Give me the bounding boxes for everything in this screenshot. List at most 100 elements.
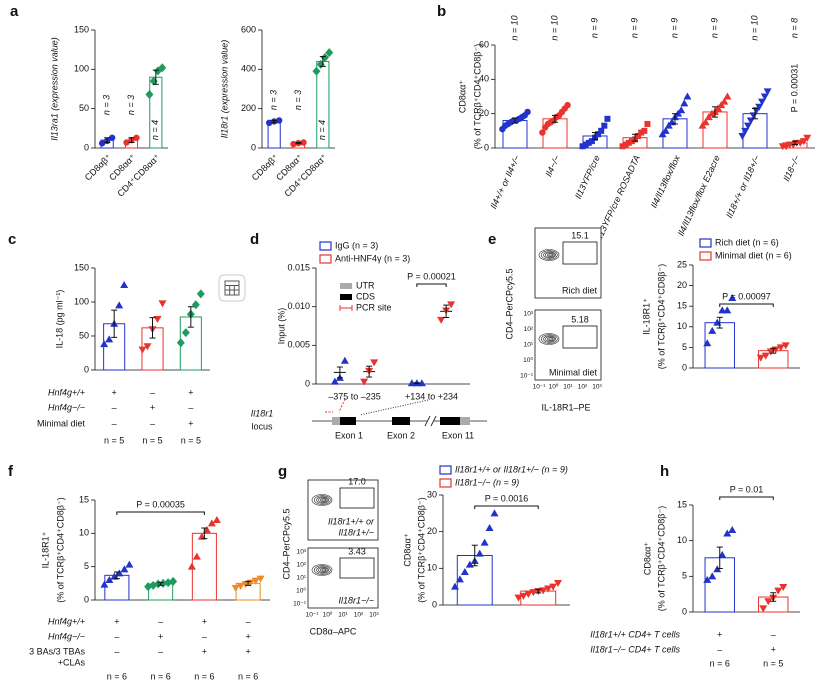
row-value: + <box>202 616 207 626</box>
flow-x-tick: 10⁰ <box>549 383 559 391</box>
data-point <box>764 598 773 606</box>
flow-x-label: IL-18R1–PE <box>541 402 590 412</box>
data-point <box>447 301 456 309</box>
y-axis-label: CD8αα⁺ <box>642 542 652 575</box>
data-point <box>519 592 528 600</box>
row-value: + <box>114 616 119 626</box>
y-axis-label: Il18r1 (expression value) <box>219 40 229 139</box>
y-tick-label: 25 <box>677 259 687 269</box>
data-point <box>677 106 686 114</box>
row-value: + <box>188 387 193 397</box>
row-value: + <box>150 402 155 412</box>
row-value: + <box>245 646 250 656</box>
flow-plot-frame <box>307 479 379 541</box>
data-point <box>265 119 273 127</box>
legend-label: Rich diet (n = 6) <box>715 237 779 247</box>
data-point <box>133 134 140 141</box>
n-label: n = 10 <box>509 15 519 40</box>
data-point <box>340 356 349 364</box>
data-point <box>703 575 712 583</box>
data-point <box>485 524 494 531</box>
flow-contour <box>316 566 329 574</box>
row-label: Il18r1−/− CD4+ T cells <box>590 644 680 654</box>
data-point <box>604 115 611 122</box>
flow-contour <box>316 496 329 504</box>
legend-swatch <box>439 478 452 488</box>
y-tick-label: 0 <box>484 142 489 152</box>
flow-gate <box>339 487 375 509</box>
data-point <box>585 139 592 146</box>
flow-y-tick: 10⁻¹ <box>293 601 307 608</box>
flow-plot-frame <box>534 227 602 299</box>
data-point <box>290 140 297 148</box>
legend-swatch <box>699 251 712 261</box>
flow-sample-label: Il18r1−/− <box>338 595 374 605</box>
n-label: n = 3 <box>102 95 112 115</box>
y-tick-label: 60 <box>479 39 489 49</box>
flow-y-tick: 10¹ <box>524 342 534 349</box>
data-point <box>192 552 201 560</box>
row-value: – <box>150 418 155 428</box>
n-label: n = 6 <box>238 671 258 681</box>
x-tick-label: Il4+/+ or Il4+/− <box>488 154 522 211</box>
data-point <box>460 568 469 575</box>
data-point <box>123 139 130 146</box>
data-point <box>595 131 602 138</box>
flow-contour <box>548 253 553 257</box>
panel-letter: d <box>250 231 259 248</box>
y-tick-label: 0 <box>682 606 687 616</box>
flow-y-label: CD4–PerCPcy5.5 <box>281 508 291 579</box>
significance-bracket <box>474 505 539 509</box>
data-point <box>143 343 152 351</box>
flow-sample-label: Minimal diet <box>549 367 598 377</box>
data-point <box>125 560 134 568</box>
n-label: n = 8 <box>789 18 799 38</box>
y-tick-label: 5 <box>84 561 89 571</box>
y-tick-label: 15 <box>677 301 687 311</box>
legend-label: Minimal diet (n = 6) <box>715 250 792 260</box>
x-tick-label: Il4/Il13flox/flox <box>649 153 682 209</box>
y-tick-label: 0.005 <box>287 340 310 350</box>
data-point <box>774 587 783 595</box>
y-tick-label: 0 <box>84 364 89 374</box>
n-label: n = 5 <box>104 435 124 445</box>
data-point <box>723 306 732 314</box>
data-point <box>680 99 689 107</box>
data-point <box>490 509 499 517</box>
data-point <box>100 340 109 348</box>
flow-x-tick: 10⁻¹ <box>306 612 320 619</box>
flow-y-tick: 10² <box>524 326 534 333</box>
flow-plot-frame <box>534 309 602 381</box>
legend-label: Il18r1−/− (n = 9) <box>455 477 519 487</box>
y-axis-label: (% of TCRβ⁺CD4⁺CD8β⁻) <box>416 497 426 602</box>
data-point <box>683 92 692 100</box>
flow-contour <box>543 251 556 259</box>
data-point <box>598 127 605 134</box>
y-tick-label: 15 <box>677 499 687 509</box>
y-tick-label: 10 <box>427 563 437 573</box>
legend-label: IgG (n = 3) <box>335 240 378 250</box>
n-label: n = 3 <box>293 90 303 110</box>
data-point <box>98 140 106 147</box>
bar <box>191 532 217 601</box>
y-axis-label: (% of TCRβ⁺CD4⁺CD8β⁻) <box>656 506 666 611</box>
data-point <box>760 93 769 101</box>
y-axis-label: CD8αα⁺ <box>402 533 412 566</box>
x-tick-label: Il4−/− <box>543 154 562 179</box>
data-point <box>120 565 129 573</box>
data-point <box>763 88 772 96</box>
y-axis-label: (% of TCRβ⁺CD4⁺CD8β⁻) <box>472 44 482 149</box>
n-label: n = 5 <box>142 435 162 445</box>
flow-contour <box>540 250 558 260</box>
y-tick-label: 20 <box>479 108 489 118</box>
data-point <box>196 289 205 299</box>
y-tick-label: 50 <box>79 330 89 340</box>
flow-contour <box>311 494 333 506</box>
y-tick-label: 40 <box>479 74 489 84</box>
data-point <box>300 139 307 146</box>
row-value: + <box>202 646 207 656</box>
data-point <box>582 141 589 148</box>
data-point <box>455 575 464 583</box>
p-value: P = 0.00097 <box>722 291 771 301</box>
